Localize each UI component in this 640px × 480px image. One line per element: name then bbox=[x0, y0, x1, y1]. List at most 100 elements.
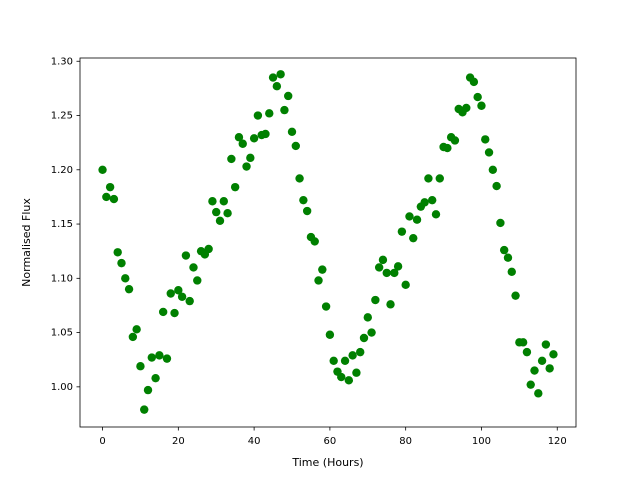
point bbox=[208, 197, 217, 206]
point bbox=[352, 368, 361, 377]
point bbox=[530, 366, 539, 375]
point bbox=[109, 194, 119, 204]
point bbox=[276, 70, 285, 79]
point bbox=[428, 195, 437, 205]
point bbox=[340, 356, 350, 365]
point bbox=[272, 82, 282, 91]
point bbox=[302, 206, 312, 216]
point bbox=[484, 148, 494, 157]
x-tick-label: 0 bbox=[99, 436, 105, 447]
point bbox=[477, 101, 486, 110]
point bbox=[499, 245, 509, 255]
point bbox=[371, 295, 380, 305]
point bbox=[140, 405, 149, 414]
point bbox=[507, 267, 516, 277]
point bbox=[329, 356, 338, 365]
point bbox=[378, 255, 388, 265]
x-tick-label: 80 bbox=[399, 436, 412, 447]
point bbox=[105, 182, 115, 192]
y-tick-label: 1.05 bbox=[51, 328, 73, 339]
point bbox=[481, 135, 490, 144]
point bbox=[166, 289, 175, 298]
y-tick-label: 1.00 bbox=[51, 382, 73, 393]
point bbox=[136, 362, 145, 371]
point bbox=[295, 174, 304, 183]
point bbox=[473, 92, 482, 102]
point bbox=[151, 373, 160, 383]
point bbox=[124, 284, 134, 294]
point bbox=[359, 333, 369, 343]
point bbox=[246, 153, 255, 163]
point bbox=[284, 91, 293, 101]
point bbox=[314, 276, 323, 285]
point bbox=[261, 129, 270, 139]
point bbox=[287, 127, 297, 136]
point bbox=[212, 207, 221, 217]
y-tick-label: 1.15 bbox=[51, 219, 73, 230]
point bbox=[534, 389, 543, 398]
point bbox=[189, 263, 198, 272]
point bbox=[321, 302, 331, 311]
point bbox=[409, 233, 418, 243]
point bbox=[204, 244, 213, 254]
y-axis-label: Normalised Flux bbox=[20, 198, 33, 287]
point bbox=[549, 350, 558, 359]
point bbox=[367, 328, 376, 337]
point bbox=[325, 330, 335, 339]
x-tick-label: 60 bbox=[324, 436, 337, 447]
point bbox=[424, 174, 433, 183]
point bbox=[147, 353, 157, 362]
point bbox=[431, 210, 441, 219]
point bbox=[227, 154, 236, 164]
point bbox=[185, 296, 194, 306]
point bbox=[158, 307, 168, 317]
point bbox=[242, 162, 251, 171]
point bbox=[121, 274, 130, 283]
x-axis-label: Time (Hours) bbox=[291, 456, 363, 469]
point bbox=[526, 380, 535, 389]
point bbox=[518, 338, 528, 347]
point bbox=[511, 291, 520, 300]
point bbox=[405, 212, 414, 221]
point bbox=[412, 215, 422, 224]
point bbox=[102, 192, 111, 202]
x-tick-label: 40 bbox=[248, 436, 261, 447]
point bbox=[310, 237, 319, 246]
point bbox=[545, 364, 554, 373]
point bbox=[537, 356, 547, 365]
point bbox=[155, 351, 164, 360]
point bbox=[541, 340, 551, 349]
point bbox=[348, 351, 357, 360]
point bbox=[132, 325, 141, 334]
point bbox=[170, 308, 179, 318]
point bbox=[193, 276, 202, 285]
point bbox=[280, 105, 289, 115]
point bbox=[238, 139, 247, 148]
point bbox=[128, 332, 138, 342]
y-tick-label: 1.10 bbox=[51, 273, 73, 284]
point bbox=[223, 208, 232, 218]
point bbox=[230, 182, 240, 192]
point bbox=[337, 372, 346, 382]
point bbox=[265, 109, 274, 118]
point bbox=[488, 165, 498, 174]
point bbox=[492, 181, 501, 191]
point bbox=[181, 251, 191, 260]
point bbox=[299, 195, 308, 205]
point bbox=[469, 77, 479, 87]
point bbox=[344, 376, 354, 385]
y-tick-label: 1.25 bbox=[51, 111, 73, 122]
point bbox=[253, 111, 263, 120]
point bbox=[390, 268, 399, 278]
point bbox=[113, 248, 122, 257]
x-tick-label: 120 bbox=[548, 436, 567, 447]
y-tick-label: 1.20 bbox=[51, 165, 73, 176]
point bbox=[393, 262, 403, 271]
point bbox=[268, 73, 278, 82]
point bbox=[420, 198, 429, 207]
point bbox=[374, 263, 384, 272]
point bbox=[174, 286, 183, 295]
point bbox=[162, 354, 172, 363]
point bbox=[443, 143, 452, 153]
